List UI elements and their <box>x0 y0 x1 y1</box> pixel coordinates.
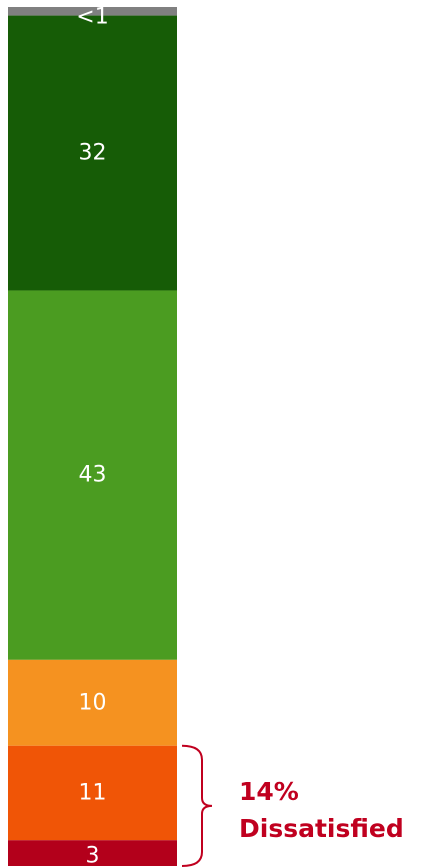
bar-segment-1 <box>8 15 177 291</box>
dissatisfied-bracket <box>181 744 213 867</box>
segment-value-label-1: 32 <box>79 141 107 166</box>
bar-segment-2 <box>8 290 177 660</box>
segment-value-label-3: 10 <box>79 690 107 715</box>
segment-value-label-2: 43 <box>79 463 107 488</box>
dissatisfied-text-label: Dissatisfied <box>239 814 404 843</box>
segment-value-label-4: 11 <box>79 780 107 805</box>
segment-labels: <1 32 43 10 11 3 <box>76 5 108 868</box>
bar-segment-0 <box>8 7 177 16</box>
bar-segment-5 <box>8 840 177 866</box>
bar-segment-4 <box>8 745 177 841</box>
segment-value-label-5: 3 <box>86 844 100 868</box>
stacked-bar <box>8 7 177 866</box>
segment-value-label-0: <1 <box>76 5 108 30</box>
bar-segment-3 <box>8 659 177 746</box>
dissatisfied-percent-label: 14% <box>239 777 299 806</box>
